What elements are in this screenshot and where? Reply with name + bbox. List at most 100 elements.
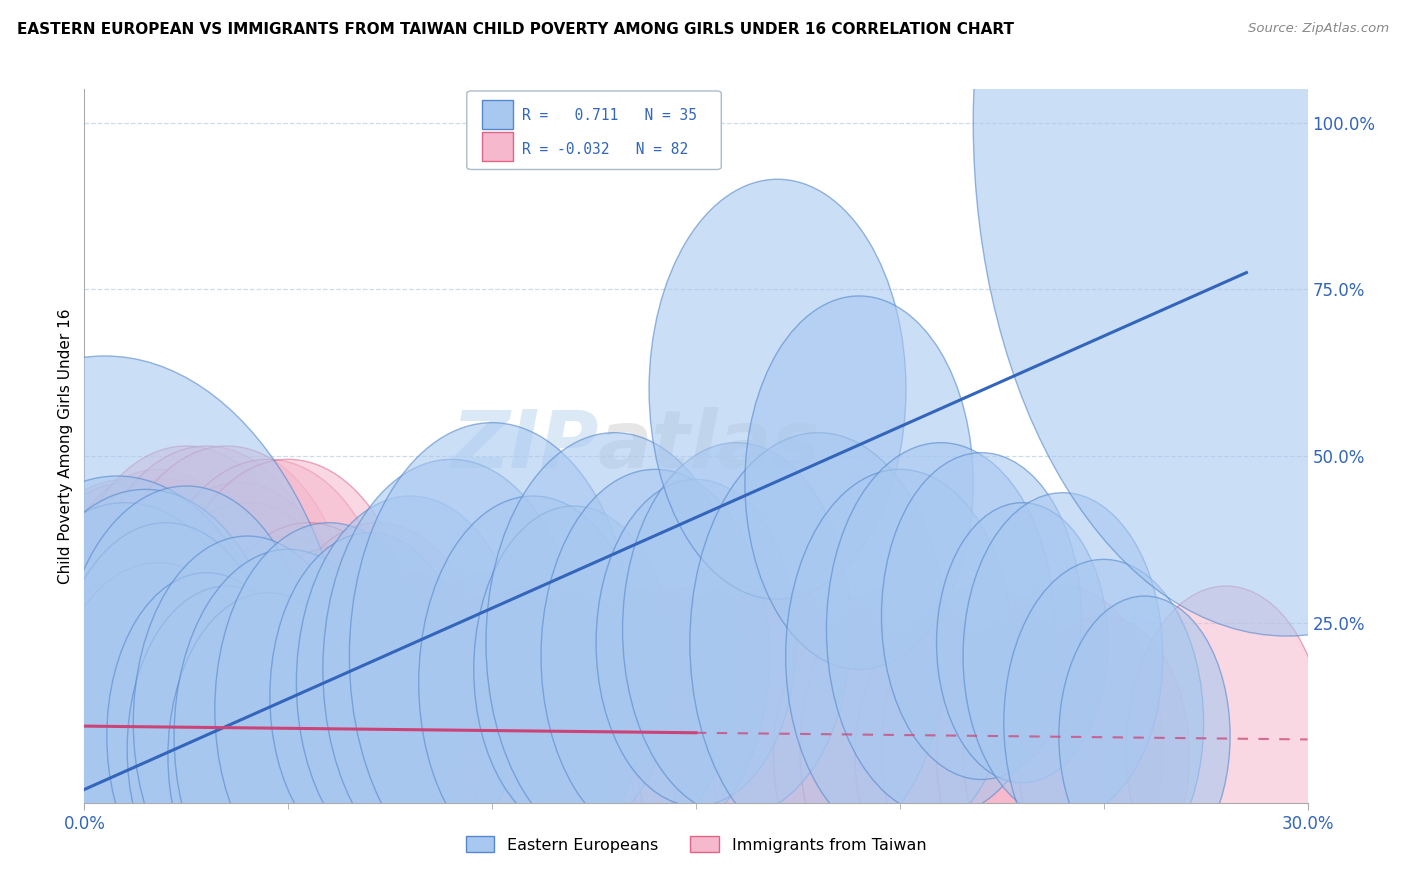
Ellipse shape	[596, 586, 796, 892]
Ellipse shape	[160, 459, 416, 880]
Ellipse shape	[115, 573, 315, 892]
Text: EASTERN EUROPEAN VS IMMIGRANTS FROM TAIWAN CHILD POVERTY AMONG GIRLS UNDER 16 CO: EASTERN EUROPEAN VS IMMIGRANTS FROM TAIW…	[17, 22, 1014, 37]
Ellipse shape	[486, 433, 742, 853]
Ellipse shape	[75, 492, 274, 820]
Ellipse shape	[174, 549, 402, 892]
Ellipse shape	[323, 459, 579, 880]
Ellipse shape	[38, 573, 238, 892]
Ellipse shape	[62, 592, 262, 892]
Ellipse shape	[127, 586, 328, 892]
Ellipse shape	[20, 536, 247, 892]
Ellipse shape	[39, 549, 269, 892]
Ellipse shape	[58, 446, 315, 866]
Ellipse shape	[67, 503, 297, 876]
Ellipse shape	[650, 179, 905, 599]
Ellipse shape	[148, 592, 347, 892]
Ellipse shape	[107, 573, 307, 892]
Text: R = -0.032   N = 82: R = -0.032 N = 82	[522, 142, 688, 157]
Ellipse shape	[30, 500, 287, 892]
Ellipse shape	[17, 500, 274, 892]
Ellipse shape	[290, 586, 491, 892]
Ellipse shape	[1059, 596, 1230, 876]
Ellipse shape	[800, 586, 1000, 892]
Ellipse shape	[52, 549, 280, 892]
Ellipse shape	[197, 586, 396, 892]
Ellipse shape	[1126, 586, 1326, 892]
Text: R =   0.711   N = 35: R = 0.711 N = 35	[522, 108, 696, 123]
Ellipse shape	[468, 596, 638, 876]
Ellipse shape	[0, 549, 228, 892]
Ellipse shape	[718, 586, 918, 892]
Ellipse shape	[773, 616, 945, 892]
Ellipse shape	[745, 296, 973, 669]
Ellipse shape	[786, 469, 1014, 843]
Ellipse shape	[31, 503, 260, 876]
Ellipse shape	[973, 0, 1406, 636]
Ellipse shape	[86, 573, 287, 892]
Ellipse shape	[316, 616, 488, 892]
Ellipse shape	[52, 523, 280, 892]
Ellipse shape	[44, 469, 271, 843]
Ellipse shape	[936, 503, 1108, 783]
Legend: Eastern Europeans, Immigrants from Taiwan: Eastern Europeans, Immigrants from Taiwa…	[460, 830, 932, 859]
Ellipse shape	[270, 533, 470, 860]
Ellipse shape	[238, 546, 437, 873]
Ellipse shape	[135, 573, 335, 892]
Ellipse shape	[105, 523, 333, 892]
Ellipse shape	[346, 609, 516, 889]
Ellipse shape	[591, 616, 761, 892]
Ellipse shape	[221, 586, 420, 892]
Ellipse shape	[3, 490, 288, 892]
Ellipse shape	[49, 592, 249, 892]
Ellipse shape	[631, 616, 801, 892]
Ellipse shape	[11, 483, 239, 856]
Ellipse shape	[350, 423, 636, 889]
Ellipse shape	[596, 479, 796, 806]
Ellipse shape	[1004, 559, 1204, 886]
Ellipse shape	[0, 503, 269, 892]
Ellipse shape	[44, 563, 271, 892]
Ellipse shape	[270, 573, 470, 892]
Ellipse shape	[134, 536, 361, 892]
Ellipse shape	[0, 513, 233, 892]
Ellipse shape	[882, 452, 1081, 780]
Ellipse shape	[433, 586, 633, 892]
Ellipse shape	[215, 523, 443, 892]
Ellipse shape	[20, 576, 247, 892]
Ellipse shape	[94, 559, 294, 886]
Ellipse shape	[515, 573, 714, 892]
Ellipse shape	[79, 446, 335, 866]
Ellipse shape	[0, 356, 361, 892]
Ellipse shape	[264, 523, 492, 892]
Ellipse shape	[623, 442, 851, 816]
Ellipse shape	[550, 616, 720, 892]
Ellipse shape	[0, 476, 288, 892]
Ellipse shape	[474, 592, 673, 892]
Ellipse shape	[264, 616, 434, 892]
Ellipse shape	[297, 496, 524, 870]
Ellipse shape	[76, 523, 305, 892]
Text: atlas: atlas	[598, 407, 821, 485]
Ellipse shape	[58, 486, 315, 892]
Ellipse shape	[156, 559, 356, 886]
Ellipse shape	[690, 433, 946, 853]
Ellipse shape	[60, 536, 288, 892]
Ellipse shape	[713, 616, 883, 892]
Ellipse shape	[474, 506, 673, 833]
Ellipse shape	[127, 586, 328, 892]
Ellipse shape	[387, 609, 557, 889]
Ellipse shape	[153, 549, 382, 892]
Ellipse shape	[882, 586, 1081, 892]
Text: Source: ZipAtlas.com: Source: ZipAtlas.com	[1249, 22, 1389, 36]
Ellipse shape	[427, 616, 598, 892]
Ellipse shape	[180, 586, 380, 892]
Ellipse shape	[555, 586, 755, 892]
Ellipse shape	[419, 496, 647, 870]
Ellipse shape	[38, 479, 294, 892]
Ellipse shape	[112, 609, 284, 889]
Ellipse shape	[936, 616, 1108, 892]
Ellipse shape	[311, 573, 510, 892]
Ellipse shape	[392, 573, 592, 892]
Ellipse shape	[541, 469, 769, 843]
Text: ZIP: ZIP	[451, 407, 598, 485]
